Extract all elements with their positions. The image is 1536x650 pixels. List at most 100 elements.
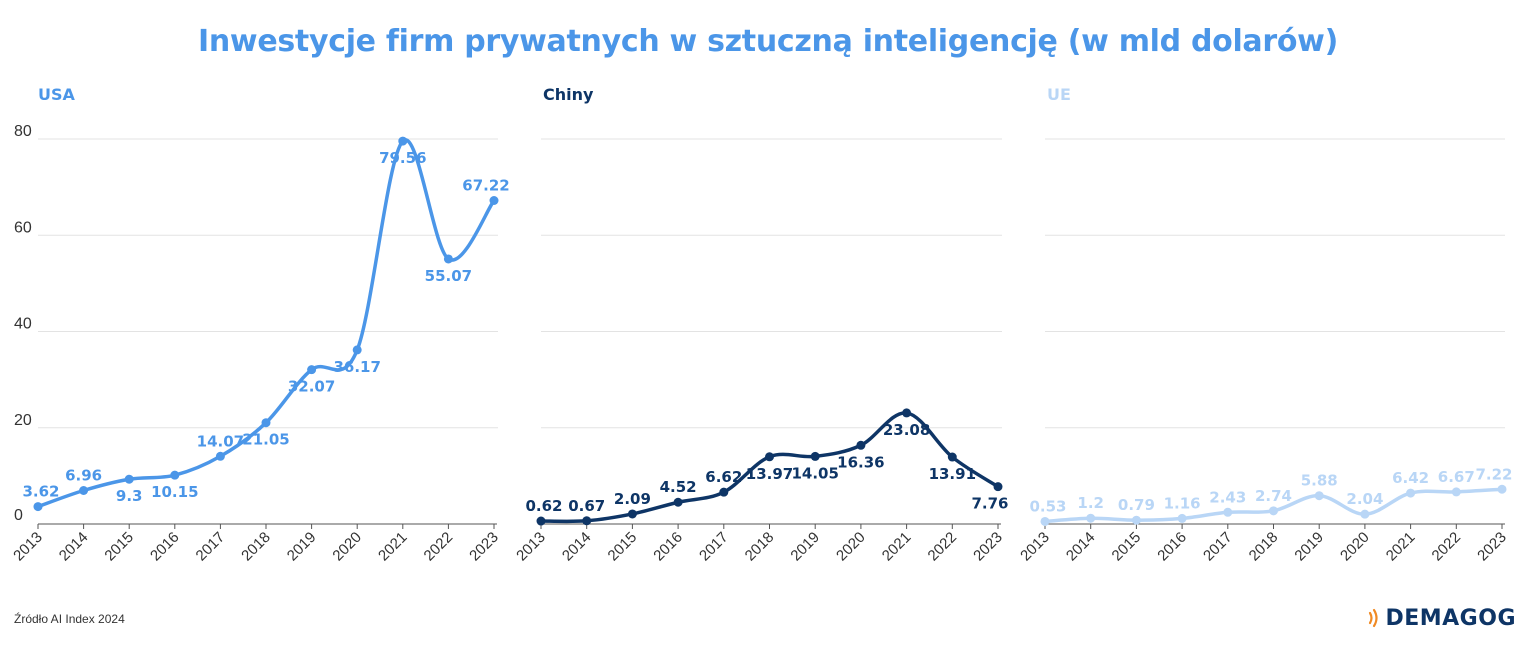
brand-logo: DEMAGOG: [1367, 603, 1516, 633]
brand-name: DEMAGOG: [1385, 605, 1516, 631]
data-label: 1.2: [1077, 494, 1104, 512]
y-tick-label: 80: [14, 123, 32, 140]
x-tick-label: 2017: [1200, 529, 1236, 565]
data-label: 0.67: [568, 497, 605, 515]
x-tick-label: 2020: [329, 529, 365, 565]
panel-title: Chiny: [543, 85, 594, 104]
data-point: [170, 470, 180, 480]
x-tick-label: 2022: [1429, 529, 1465, 565]
x-tick-label: 2019: [1291, 529, 1327, 565]
signal-waves-icon: [1369, 608, 1379, 628]
data-label: 2.74: [1255, 487, 1292, 505]
x-tick-label: 2014: [1063, 529, 1099, 565]
x-tick-label: 2019: [284, 529, 320, 565]
data-label: 0.62: [525, 497, 562, 515]
data-point: [1131, 515, 1141, 525]
data-label: 7.22: [1475, 465, 1512, 483]
series-line: [36, 138, 496, 509]
data-point: [947, 452, 957, 462]
data-point: [1360, 509, 1370, 519]
data-point: [1177, 513, 1187, 523]
x-tick-label: 2023: [1474, 529, 1510, 565]
data-point: [536, 516, 546, 526]
data-point: [1086, 513, 1096, 523]
data-label: 14.05: [791, 464, 838, 482]
x-tick-label: 2021: [1383, 529, 1419, 565]
data-label: 6.62: [705, 468, 742, 486]
x-tick-label: 2022: [421, 529, 457, 565]
panel-ue: UE 2013 2014 2015 2016 2017 2018 2019 2020 2021 20…: [1017, 85, 1512, 564]
data-point: [215, 451, 225, 461]
x-tick-label: 2014: [56, 529, 92, 565]
x-tick-label: 2017: [193, 529, 229, 565]
x-tick-label: 2015: [1109, 529, 1145, 565]
x-tick-label: 2016: [147, 529, 183, 565]
data-point: [765, 452, 774, 462]
x-tick-label: 2013: [10, 529, 46, 565]
x-tick-label: 2013: [1017, 529, 1053, 565]
data-point: [398, 136, 408, 146]
x-tick-label: 2016: [1154, 529, 1190, 565]
data-label: 4.52: [660, 478, 697, 496]
data-label: 13.97: [746, 465, 793, 483]
y-tick-label: 40: [14, 316, 32, 333]
data-point: [33, 502, 43, 512]
y-tick-label: 0: [14, 507, 23, 524]
x-tick-label: 2020: [833, 529, 869, 565]
panel-title: UE: [1047, 85, 1071, 104]
data-label: 21.05: [242, 431, 289, 449]
data-label: 23.08: [883, 421, 930, 439]
data-label: 10.15: [151, 483, 198, 501]
x-tick-label: 2023: [466, 529, 502, 565]
data-label: 0.53: [1029, 497, 1066, 515]
data-label: 55.07: [425, 267, 472, 285]
data-point: [1223, 507, 1233, 517]
data-label: 2.09: [614, 490, 651, 508]
data-point: [719, 487, 729, 497]
x-tick-label: 2018: [742, 529, 778, 565]
x-tick-label: 2022: [925, 529, 961, 565]
data-point: [673, 497, 683, 507]
panel-chiny: Chiny 2013 2014 2015 2016 2017 2018 2019 2020 202…: [513, 85, 1008, 564]
x-tick-label: 2014: [559, 529, 595, 565]
data-label: 7.76: [971, 495, 1008, 513]
y-tick-label: 20: [14, 412, 32, 429]
data-label: 79.56: [379, 149, 426, 167]
x-tick-label: 2023: [970, 529, 1006, 565]
data-point: [1314, 491, 1324, 501]
x-tick-label: 2018: [238, 529, 274, 565]
data-label: 6.67: [1438, 468, 1475, 486]
data-label: 9.3: [116, 487, 143, 505]
x-tick-label: 2021: [879, 529, 915, 565]
data-point: [627, 509, 637, 519]
y-tick-label: 60: [14, 219, 32, 236]
data-point: [582, 516, 592, 526]
x-tick-label: 2015: [605, 529, 641, 565]
data-label: 14.07: [197, 432, 244, 450]
x-tick-label: 2020: [1337, 529, 1373, 565]
data-point: [307, 365, 317, 375]
data-label: 0.79: [1118, 496, 1155, 514]
data-point: [79, 486, 89, 496]
data-label: 6.42: [1392, 469, 1429, 487]
data-point: [1406, 488, 1416, 498]
data-point: [489, 196, 499, 206]
data-label: 67.22: [462, 177, 509, 195]
data-label: 3.62: [22, 483, 59, 501]
data-label: 2.04: [1346, 490, 1383, 508]
data-label: 36.17: [333, 358, 380, 376]
chart-title: Inwestycje firm prywatnych w sztuczną in…: [197, 24, 1339, 59]
panel-usa: 0 20 40 60 80 USA 2013 2014 2015 2016 2017 2018 2019…: [10, 85, 510, 564]
source-note: Źródło AI Index 2024: [14, 612, 125, 626]
x-tick-label: 2018: [1246, 529, 1282, 565]
data-point: [856, 440, 866, 450]
data-label: 1.16: [1164, 494, 1201, 512]
x-tick-label: 2016: [650, 529, 686, 565]
data-label: 5.88: [1301, 472, 1338, 490]
data-point: [352, 345, 362, 355]
x-tick-label: 2015: [101, 529, 137, 565]
data-label: 2.43: [1209, 488, 1246, 506]
x-tick-label: 2019: [787, 529, 823, 565]
data-label: 32.07: [288, 378, 335, 396]
